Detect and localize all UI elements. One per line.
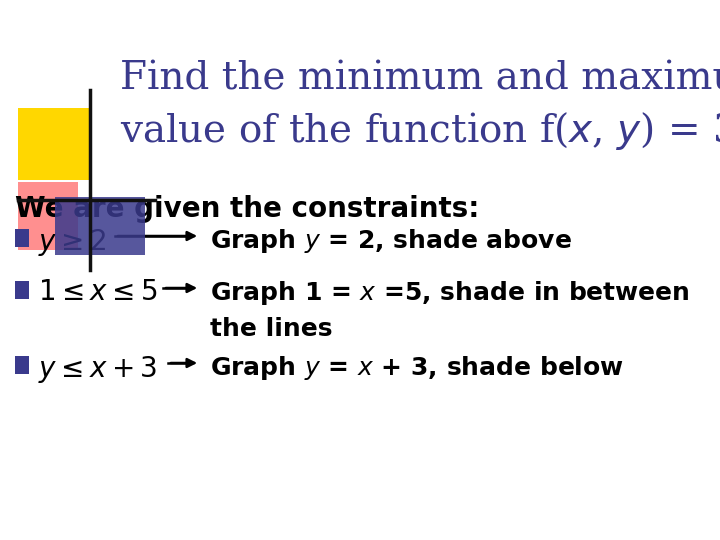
Text: Graph $y$ = 2, shade above: Graph $y$ = 2, shade above	[210, 227, 572, 255]
Text: $1\leq x\leq5$: $1\leq x\leq5$	[38, 279, 158, 306]
Text: value of the function f($x$, $y$) = 3$x$ - 2$y$.: value of the function f($x$, $y$) = 3$x$…	[120, 110, 720, 152]
Bar	[18, 108, 90, 180]
Text: Graph 1 = $x$ =5, shade in between: Graph 1 = $x$ =5, shade in between	[210, 279, 690, 307]
Text: We are given the constraints:: We are given the constraints:	[15, 195, 480, 223]
Bar	[18, 182, 78, 250]
Text: Graph $y$ = $x$ + 3, shade below: Graph $y$ = $x$ + 3, shade below	[210, 354, 624, 382]
Text: $y\geq2$: $y\geq2$	[38, 227, 106, 258]
Text: the lines: the lines	[210, 317, 333, 341]
Bar	[55, 197, 145, 255]
Text: $y\leq x+3$: $y\leq x+3$	[38, 354, 157, 385]
Bar	[15, 356, 29, 374]
Bar	[15, 281, 29, 299]
Bar	[15, 229, 29, 247]
Text: Find the minimum and maximum: Find the minimum and maximum	[120, 60, 720, 97]
